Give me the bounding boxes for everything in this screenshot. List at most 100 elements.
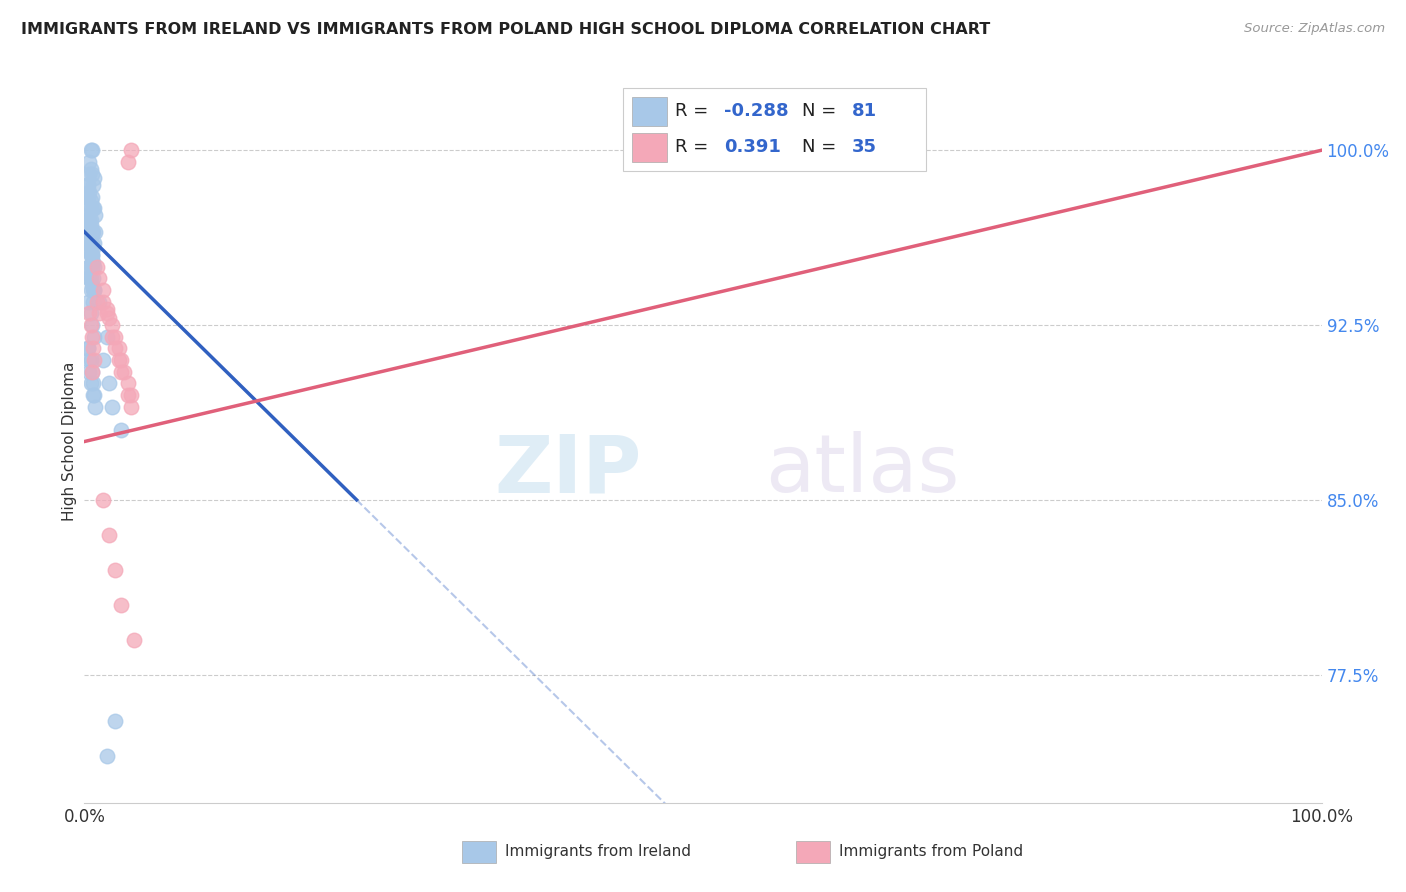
Point	[82, 255, 104, 269]
Point	[83, 388, 105, 402]
Point	[79, 213, 101, 227]
Point	[98, 376, 121, 391]
Point	[83, 283, 105, 297]
Text: N =: N =	[801, 103, 842, 120]
Point	[79, 213, 101, 227]
Point	[79, 271, 101, 285]
Point	[104, 329, 127, 343]
FancyBboxPatch shape	[633, 133, 666, 162]
Point	[82, 283, 104, 297]
Point	[98, 528, 121, 542]
Point	[77, 178, 100, 193]
Point	[79, 167, 101, 181]
Point	[110, 353, 132, 368]
Text: atlas: atlas	[765, 432, 959, 509]
Point	[117, 376, 139, 391]
Point	[117, 388, 139, 402]
Point	[77, 236, 100, 251]
Point	[120, 400, 142, 414]
Point	[100, 329, 122, 343]
Point	[77, 225, 100, 239]
Point	[80, 248, 103, 262]
Point	[80, 236, 103, 251]
Text: R =: R =	[675, 138, 720, 156]
Point	[110, 365, 132, 379]
Point	[79, 143, 101, 157]
Point	[76, 225, 98, 239]
Point	[83, 353, 105, 368]
FancyBboxPatch shape	[461, 841, 496, 863]
Point	[122, 632, 145, 647]
Point	[82, 341, 104, 355]
Point	[91, 294, 114, 309]
FancyBboxPatch shape	[796, 841, 831, 863]
Point	[79, 365, 101, 379]
Point	[82, 294, 104, 309]
Point	[110, 598, 132, 612]
Point	[100, 318, 122, 332]
Point	[82, 271, 104, 285]
Point	[82, 376, 104, 391]
FancyBboxPatch shape	[623, 87, 925, 170]
Point	[117, 154, 139, 169]
Point	[80, 260, 103, 274]
Point	[96, 301, 118, 316]
Point	[83, 260, 105, 274]
Point	[83, 171, 105, 186]
Point	[77, 190, 100, 204]
Point	[89, 271, 111, 285]
Point	[82, 225, 104, 239]
Point	[79, 218, 101, 232]
Y-axis label: High School Diploma: High School Diploma	[62, 362, 77, 521]
Point	[83, 329, 105, 343]
Point	[79, 202, 101, 216]
Point	[84, 209, 107, 223]
Point	[79, 185, 101, 199]
Point	[80, 143, 103, 157]
Point	[110, 423, 132, 437]
Point	[77, 294, 100, 309]
Point	[89, 306, 111, 320]
Point	[82, 388, 104, 402]
Point	[112, 365, 135, 379]
Point	[79, 271, 101, 285]
Point	[79, 248, 101, 262]
Point	[80, 225, 103, 239]
Text: IMMIGRANTS FROM IRELAND VS IMMIGRANTS FROM POLAND HIGH SCHOOL DIPLOMA CORRELATIO: IMMIGRANTS FROM IRELAND VS IMMIGRANTS FR…	[21, 22, 990, 37]
Point	[79, 318, 101, 332]
Point	[80, 167, 103, 181]
Text: -0.288: -0.288	[724, 103, 789, 120]
Point	[77, 341, 100, 355]
Point	[98, 311, 121, 326]
Point	[82, 178, 104, 193]
Text: Immigrants from Poland: Immigrants from Poland	[839, 845, 1024, 859]
Point	[79, 283, 101, 297]
Point	[80, 329, 103, 343]
Point	[96, 749, 118, 764]
Point	[79, 306, 101, 320]
Point	[108, 341, 131, 355]
Point	[120, 388, 142, 402]
Text: 0.391: 0.391	[724, 138, 780, 156]
Point	[84, 400, 107, 414]
Point	[86, 294, 108, 309]
Point	[83, 202, 105, 216]
Point	[76, 178, 98, 193]
Point	[120, 143, 142, 157]
Point	[82, 241, 104, 255]
Point	[79, 236, 101, 251]
Point	[80, 248, 103, 262]
Point	[79, 353, 101, 368]
Point	[91, 492, 114, 507]
Point	[91, 353, 114, 368]
Point	[84, 225, 107, 239]
Point	[79, 376, 101, 391]
Point	[77, 260, 100, 274]
Text: 35: 35	[852, 138, 876, 156]
Point	[96, 329, 118, 343]
Point	[80, 190, 103, 204]
Point	[79, 353, 101, 368]
Text: N =: N =	[801, 138, 842, 156]
Point	[76, 213, 98, 227]
Point	[83, 283, 105, 297]
